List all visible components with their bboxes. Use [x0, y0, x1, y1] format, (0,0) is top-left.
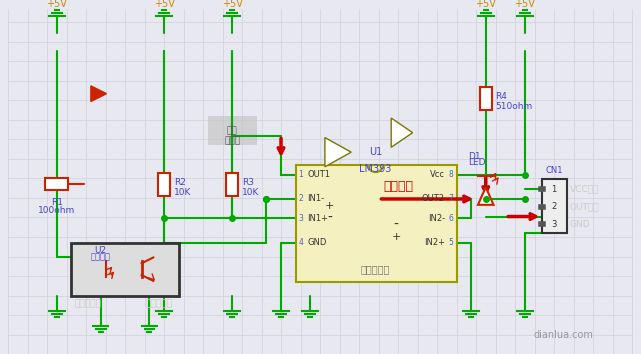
Text: OUT2: OUT2 — [422, 194, 445, 204]
Text: OUT输出: OUT输出 — [570, 202, 599, 211]
Text: 变阻器: 变阻器 — [224, 136, 240, 145]
Text: 510ohm: 510ohm — [495, 102, 533, 111]
Polygon shape — [91, 86, 106, 102]
Text: U2: U2 — [95, 246, 106, 255]
Text: VCC输入: VCC输入 — [570, 185, 599, 194]
Text: 红外对管: 红外对管 — [90, 253, 111, 262]
Text: +: + — [392, 232, 401, 242]
Text: LED: LED — [468, 158, 486, 167]
Bar — [71, 243, 179, 296]
Text: IN1-: IN1- — [307, 194, 324, 204]
Text: 4: 4 — [299, 238, 303, 247]
Text: 1: 1 — [551, 185, 556, 194]
Text: R3: R3 — [242, 178, 254, 187]
Text: 2: 2 — [551, 202, 556, 211]
Text: 10K: 10K — [242, 188, 260, 197]
Text: 红外接收管: 红外接收管 — [146, 299, 172, 308]
Text: +: + — [325, 201, 335, 211]
Text: D1: D1 — [468, 152, 481, 161]
Text: +5V: +5V — [154, 0, 174, 9]
Bar — [208, 116, 256, 145]
Text: -: - — [394, 218, 399, 232]
Text: OUT1: OUT1 — [307, 170, 330, 179]
Text: -: - — [328, 211, 332, 224]
Text: +5V: +5V — [222, 0, 243, 9]
Text: 3: 3 — [299, 214, 303, 223]
Text: 7: 7 — [449, 194, 454, 204]
Text: IN1+: IN1+ — [307, 214, 328, 223]
Text: GND: GND — [307, 238, 327, 247]
Polygon shape — [391, 118, 413, 147]
Text: 2: 2 — [299, 194, 303, 204]
Text: GND: GND — [570, 220, 590, 229]
Text: 10K: 10K — [174, 188, 191, 197]
Bar — [542, 179, 567, 233]
Text: +5V: +5V — [476, 0, 496, 9]
Text: U1: U1 — [369, 147, 382, 157]
Text: R4: R4 — [495, 92, 508, 101]
Text: 滑动: 滑动 — [227, 126, 238, 135]
Text: 6: 6 — [449, 214, 454, 223]
Text: 红外发射管: 红外发射管 — [74, 299, 101, 308]
Text: LM393: LM393 — [360, 164, 392, 174]
Text: IN2-: IN2- — [428, 214, 445, 223]
Text: 3: 3 — [551, 220, 556, 229]
Text: Vcc: Vcc — [430, 170, 445, 179]
Text: 100ohm: 100ohm — [38, 206, 76, 215]
Text: CN1: CN1 — [545, 166, 563, 175]
Bar — [45, 178, 69, 190]
Text: 5: 5 — [449, 238, 454, 247]
Text: 1: 1 — [299, 170, 303, 179]
Polygon shape — [478, 187, 494, 205]
Text: 状态输出: 状态输出 — [383, 180, 413, 193]
Bar — [480, 87, 492, 110]
Polygon shape — [325, 138, 351, 167]
Text: dianlua.com: dianlua.com — [533, 330, 593, 340]
Bar — [158, 173, 170, 196]
Text: +5V: +5V — [46, 0, 67, 9]
Text: 8: 8 — [449, 170, 454, 179]
Bar — [296, 165, 456, 282]
Text: R1: R1 — [51, 198, 63, 207]
Text: +5V: +5V — [514, 0, 535, 9]
Text: 电压比较器: 电压比较器 — [361, 264, 390, 274]
Text: R2: R2 — [174, 178, 186, 187]
Text: IN2+: IN2+ — [424, 238, 445, 247]
Bar — [226, 173, 238, 196]
